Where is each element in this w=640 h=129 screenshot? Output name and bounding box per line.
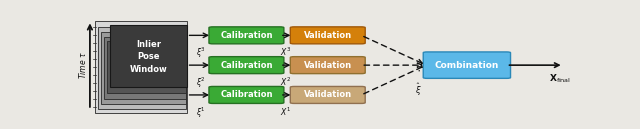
Bar — [95, 21, 187, 113]
Text: Validation: Validation — [304, 61, 352, 70]
Text: $\xi^2$: $\xi^2$ — [196, 76, 205, 90]
Text: $X^2$: $X^2$ — [280, 76, 291, 88]
Text: $\xi^1$: $\xi^1$ — [196, 106, 205, 120]
Bar — [101, 32, 186, 104]
FancyBboxPatch shape — [209, 86, 284, 103]
Bar — [107, 41, 186, 93]
Text: $X^3$: $X^3$ — [280, 46, 291, 58]
Text: $\hat{\xi}$: $\hat{\xi}$ — [415, 82, 422, 98]
Text: Combination: Combination — [435, 61, 499, 70]
Bar — [110, 25, 187, 87]
FancyBboxPatch shape — [291, 86, 365, 103]
Text: Validation: Validation — [304, 31, 352, 40]
Text: Calibration: Calibration — [220, 61, 273, 70]
Text: Time $\tau$: Time $\tau$ — [77, 51, 88, 79]
FancyBboxPatch shape — [209, 57, 284, 74]
Text: Calibration: Calibration — [220, 31, 273, 40]
Text: Calibration: Calibration — [220, 90, 273, 99]
FancyBboxPatch shape — [291, 57, 365, 74]
FancyBboxPatch shape — [209, 27, 284, 44]
Bar — [98, 27, 186, 109]
Text: $\xi^3$: $\xi^3$ — [196, 46, 205, 60]
Text: Inlier
Pose
Window: Inlier Pose Window — [129, 40, 167, 74]
FancyBboxPatch shape — [423, 52, 511, 78]
Bar — [104, 37, 186, 99]
FancyBboxPatch shape — [291, 27, 365, 44]
Text: Validation: Validation — [304, 90, 352, 99]
Text: $X^1$: $X^1$ — [280, 106, 291, 118]
Text: $\mathbf{X}_{\mathrm{final}}$: $\mathbf{X}_{\mathrm{final}}$ — [549, 73, 571, 85]
